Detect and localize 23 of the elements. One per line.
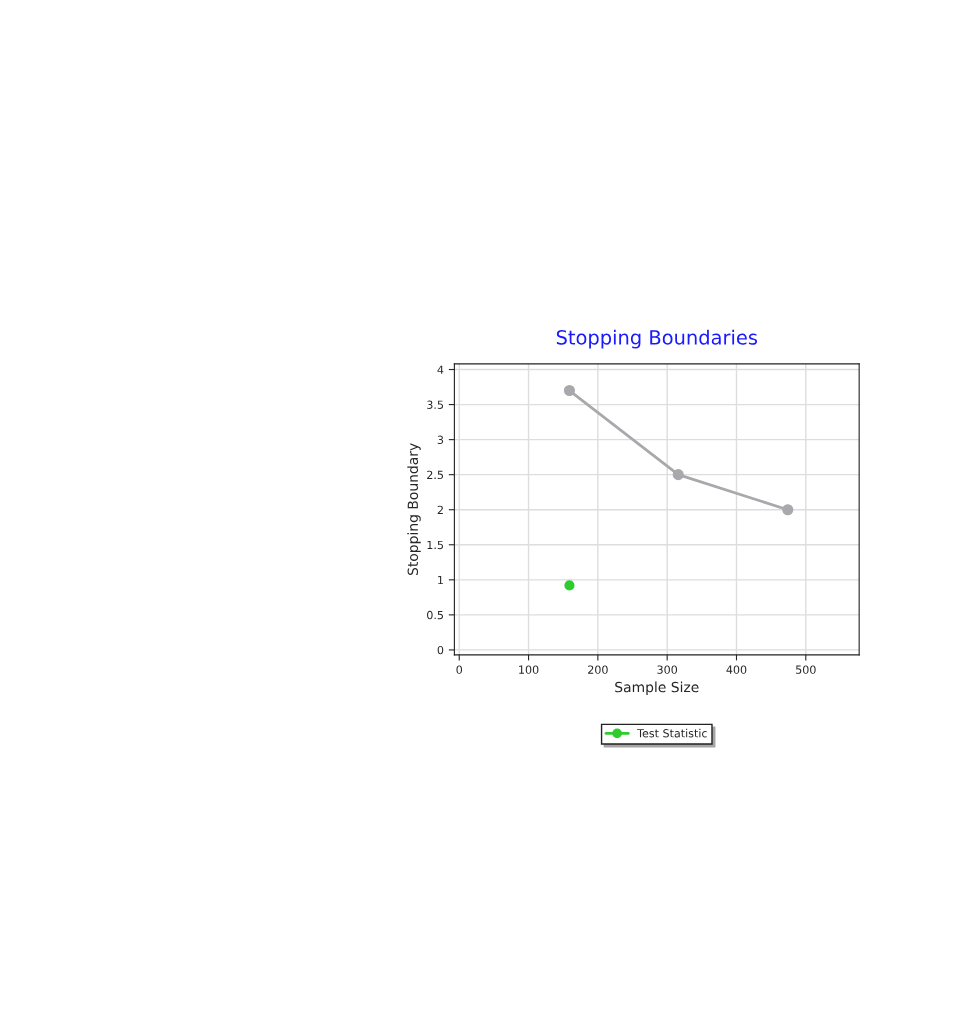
y-tick-label: 1 — [438, 575, 443, 585]
x-tick-label: 300 — [657, 665, 678, 674]
y-tick-label: 0 — [437, 645, 444, 655]
legend-label: Test Statistic — [637, 728, 707, 738]
point — [782, 504, 794, 516]
y-tick-label: 1.5 — [427, 540, 443, 550]
y-tick-label: 3 — [437, 435, 444, 444]
y-axis-title: Stopping Boundary — [407, 443, 421, 576]
x-tick-label: 400 — [726, 665, 747, 674]
x-tick-label: 0 — [456, 665, 463, 674]
y-tick-label: 0.5 — [427, 610, 443, 620]
point — [563, 384, 576, 397]
point — [564, 580, 575, 591]
x-tick-label: 100 — [519, 665, 539, 674]
x-tick-label: 500 — [796, 665, 816, 674]
x-tick-label: 200 — [588, 665, 608, 674]
x-axis-title: Sample Size — [615, 681, 699, 695]
y-tick-label: 3.5 — [427, 400, 443, 409]
y-tick-label: 4 — [437, 365, 444, 374]
point — [672, 469, 684, 481]
y-tick-label: 2.5 — [427, 470, 443, 480]
y-tick-label: 2 — [437, 505, 443, 514]
chart-title: Stopping Boundaries — [556, 329, 758, 349]
